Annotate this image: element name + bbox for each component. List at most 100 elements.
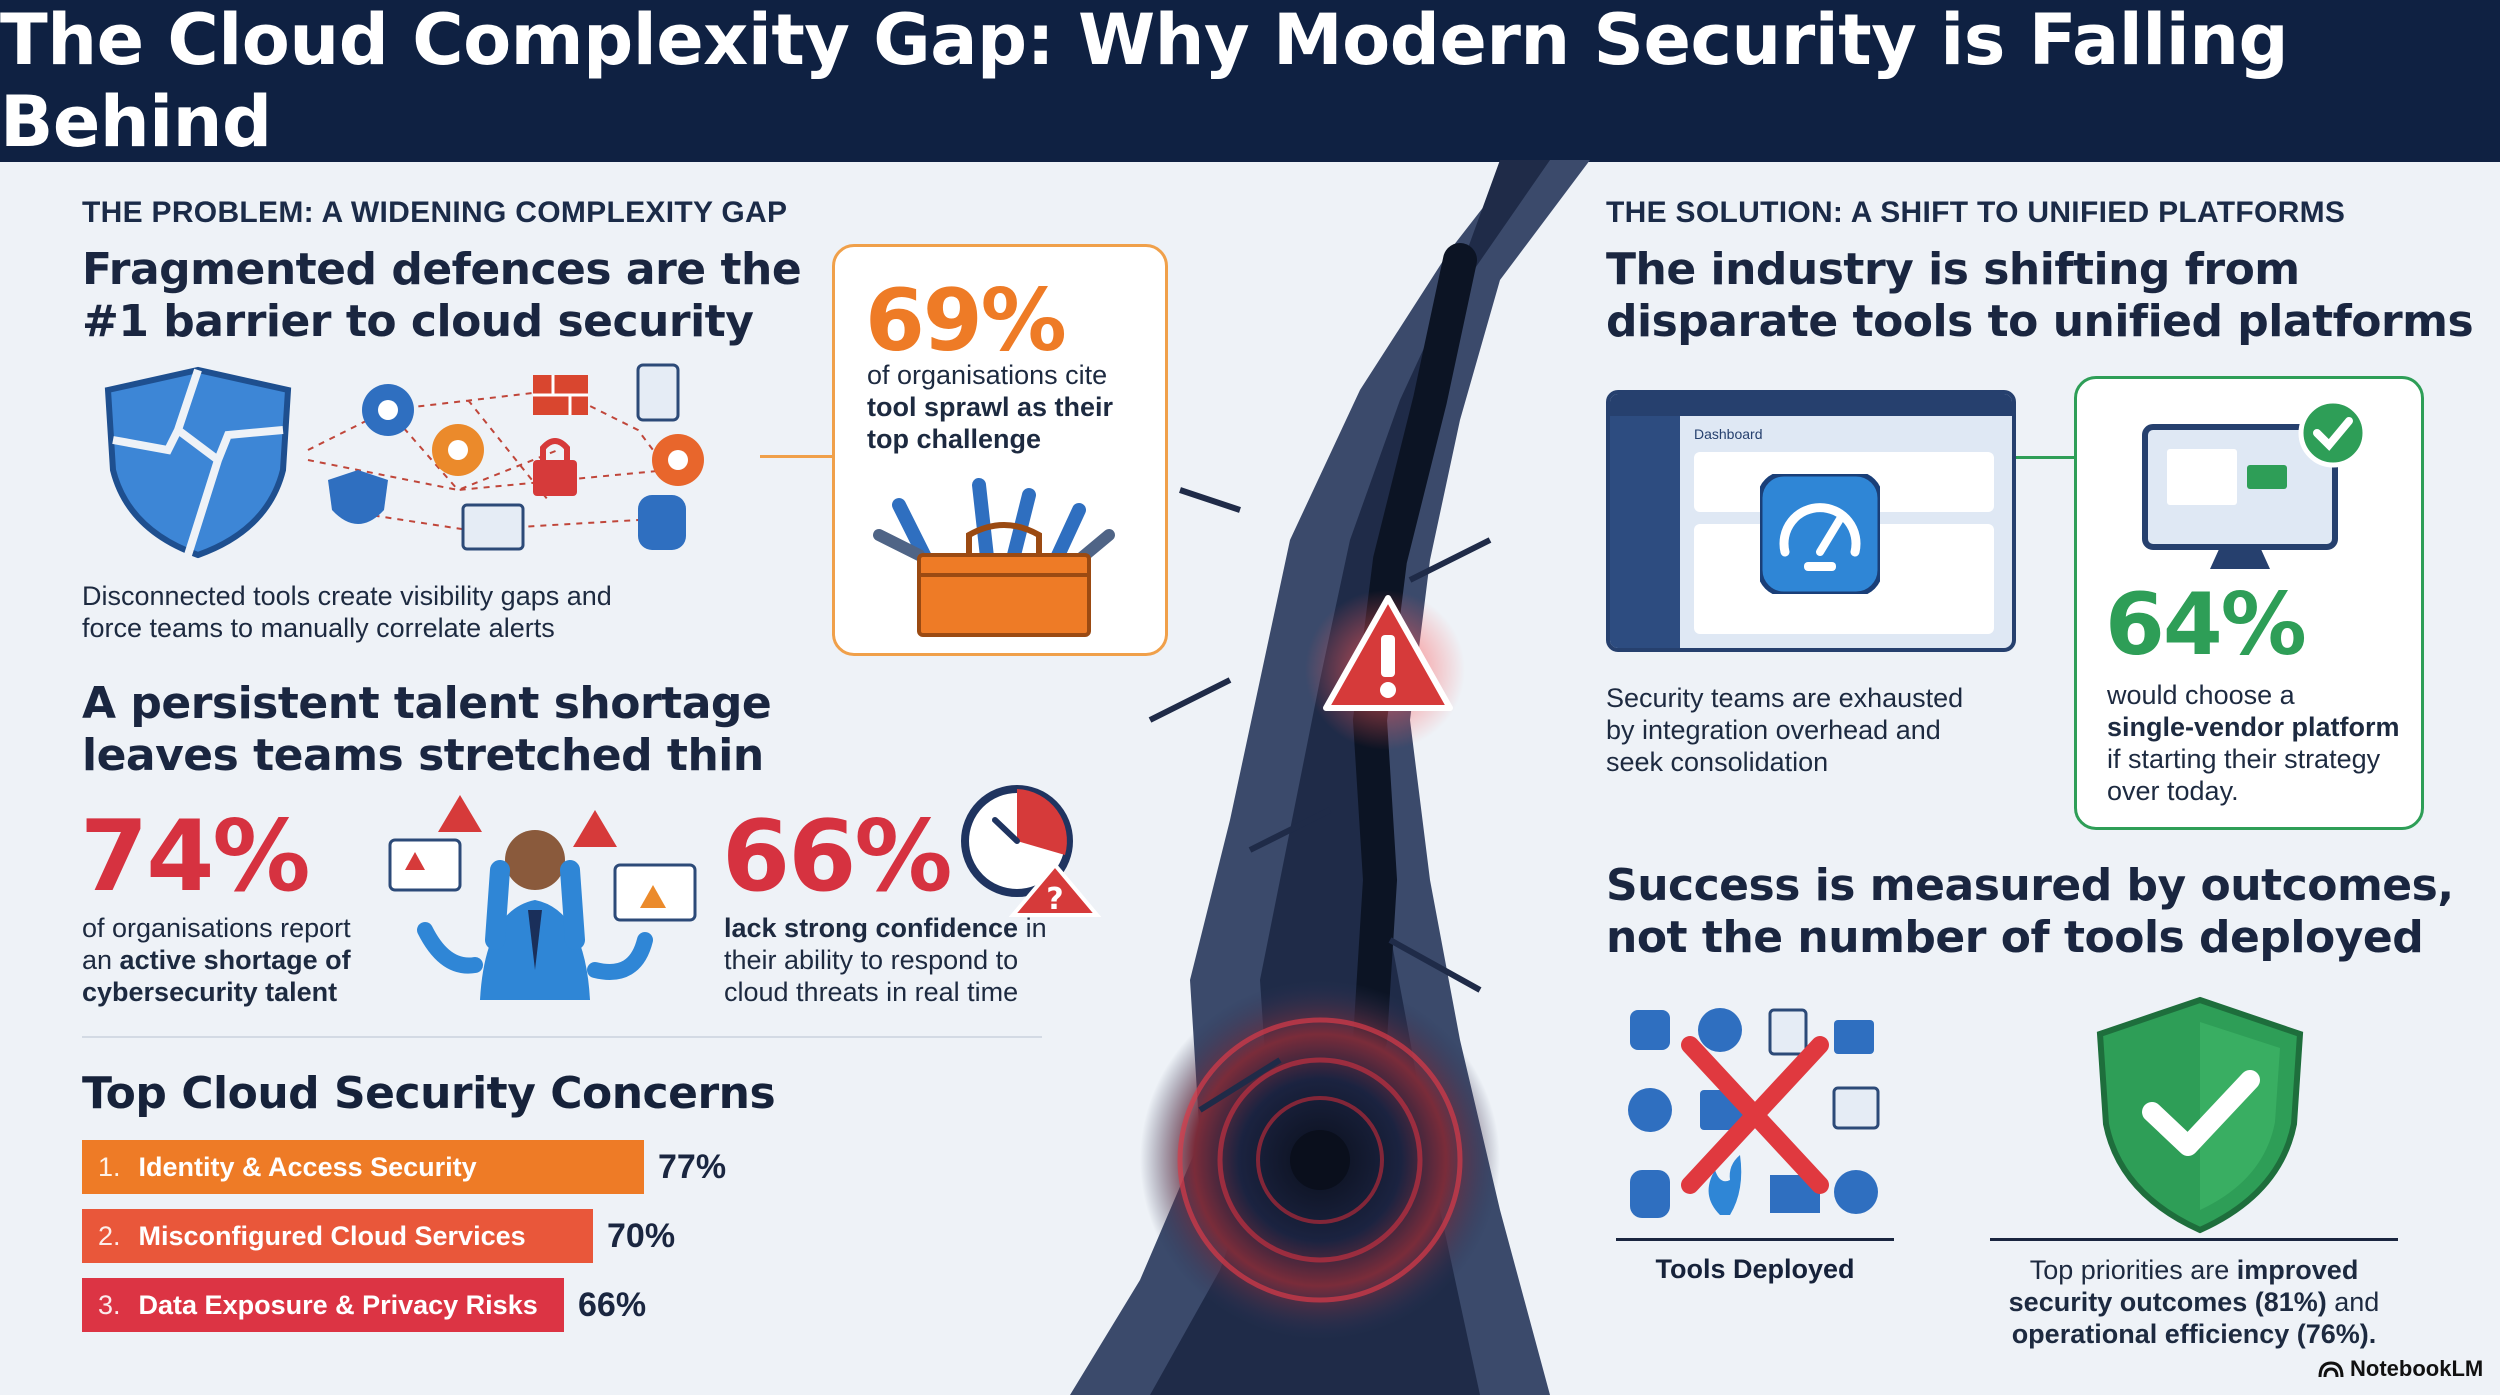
- concern-percent: 77%: [658, 1147, 727, 1186]
- single-vendor-line1: would choose a: [2107, 680, 2295, 710]
- concern-bar: 3. Data Exposure & Privacy Risks: [82, 1278, 564, 1332]
- dashboard-caption-line1: Security teams are exhausted: [1606, 683, 1964, 713]
- concerns-bar-list: 1. Identity & Access Security 77% 2. Misconf…: [82, 1140, 822, 1347]
- svg-text:?: ?: [1046, 882, 1063, 917]
- concern-bar: 2. Misconfigured Cloud Services: [82, 1209, 593, 1263]
- talent-headline-line1: A persistent talent shortage: [82, 678, 772, 729]
- shield-check-icon: [2096, 996, 2304, 1234]
- single-vendor-text: would choose a single-vendor platform if…: [2107, 679, 2400, 807]
- priorities-line1: Top priorities are improved: [1990, 1254, 2398, 1286]
- tool-sprawl-text: of organisations cite tool sprawl as the…: [867, 359, 1113, 455]
- priorities-text: Top priorities are improved security out…: [1990, 1254, 2398, 1350]
- title-banner: The Cloud Complexity Gap: Why Modern Sec…: [0, 0, 2500, 163]
- fragmented-caption-line1: Disconnected tools create visibility gap…: [82, 581, 612, 611]
- priorities-line1-pre: Top priorities are: [2029, 1255, 2237, 1285]
- gear-icon-orange: [432, 424, 484, 476]
- talent-shortage-stat: 74%: [80, 800, 311, 914]
- concern-bar: 1. Identity & Access Security: [82, 1140, 644, 1194]
- concern-row: 3. Data Exposure & Privacy Risks 66%: [82, 1278, 822, 1332]
- gear-icon: [362, 384, 414, 436]
- confidence-stat: 66%: [722, 800, 953, 914]
- talent-headline: A persistent talent shortage leaves team…: [82, 678, 772, 782]
- notebooklm-logo: NotebookLM: [2318, 1356, 2483, 1382]
- outcomes-headline-line1: Success is measured by outcomes,: [1606, 860, 2454, 911]
- fragmented-headline-line2: #1 barrier to cloud security: [82, 296, 754, 347]
- concern-percent: 70%: [607, 1216, 676, 1255]
- outcomes-headline: Success is measured by outcomes, not the…: [1606, 860, 2454, 964]
- confidence-line1: lack strong confidence in: [724, 912, 1047, 944]
- connector-line-green: [2016, 456, 2076, 459]
- brand-name: NotebookLM: [2350, 1356, 2484, 1381]
- firewall-icon: [533, 375, 588, 415]
- broken-shield-icon: [104, 366, 292, 559]
- concern-rank: 3.: [98, 1289, 121, 1320]
- talent-shortage-line2: an active shortage of: [82, 944, 351, 976]
- outcomes-headline-line2: not the number of tools deployed: [1606, 912, 2424, 963]
- concern-percent: 66%: [578, 1285, 647, 1324]
- priorities-line2: security outcomes (81%) and: [1990, 1286, 2398, 1318]
- concern-row: 1. Identity & Access Security 77%: [82, 1140, 822, 1194]
- speedometer-icon: [1760, 474, 1880, 594]
- single-vendor-stat: 64%: [2105, 575, 2307, 675]
- confidence-line3: cloud threats in real time: [724, 977, 1019, 1007]
- tool-sprawl-card: 69% of organisations cite tool sprawl as…: [832, 244, 1168, 656]
- database-icon: [638, 495, 686, 550]
- priorities-underline: [1990, 1238, 2398, 1241]
- dashboard-label: Dashboard: [1694, 426, 1763, 442]
- fragmented-caption-line2: force teams to manually correlate alerts: [82, 613, 555, 643]
- monitor-check-icon: [2142, 398, 2365, 569]
- tool-sprawl-line1: of organisations cite: [867, 360, 1108, 390]
- tool-sprawl-line3: top challenge: [867, 424, 1042, 454]
- talent-shortage-line3: cybersecurity talent: [82, 977, 338, 1007]
- fragmented-caption: Disconnected tools create visibility gap…: [82, 580, 612, 644]
- concern-label: Data Exposure & Privacy Risks: [138, 1289, 538, 1320]
- dashboard-titlebar: [1610, 394, 2012, 416]
- priorities-line2-post: and: [2326, 1287, 2380, 1317]
- solution-kicker: THE SOLUTION: A SHIFT TO UNIFIED PLATFOR…: [1606, 196, 2346, 229]
- notebooklm-icon: [2318, 1361, 2344, 1378]
- dashboard-sidebar: [1610, 416, 1680, 648]
- tool-sprawl-line2: tool sprawl as their: [867, 392, 1114, 422]
- tool-sprawl-stat: 69%: [865, 271, 1067, 371]
- concerns-title: Top Cloud Security Concerns: [82, 1068, 776, 1119]
- dashboard-caption-line3: seek consolidation: [1606, 747, 1829, 777]
- solution-headline-line2: disparate tools to unified platforms: [1606, 296, 2474, 347]
- browser-icon: [461, 503, 525, 551]
- talent-headline-line2: leaves teams stretched thin: [82, 730, 764, 781]
- confidence-text: lack strong confidence in their ability …: [724, 912, 1047, 1008]
- tools-deployed-label: Tools Deployed: [1655, 1254, 1855, 1284]
- dashboard-caption-line2: by integration overhead and: [1606, 715, 1941, 745]
- dashboard-caption: Security teams are exhausted by integrat…: [1606, 682, 1963, 778]
- single-vendor-line2: single-vendor platform: [2107, 712, 2400, 742]
- single-vendor-line3: if starting their strategy: [2107, 744, 2381, 774]
- clock-warning-icon: ?: [961, 785, 1102, 917]
- connector-line: [760, 455, 832, 458]
- priorities-line3: operational efficiency (76%).: [2011, 1319, 2377, 1349]
- solution-headline-line1: The industry is shifting from: [1606, 244, 2300, 295]
- fragmented-headline: Fragmented defences are the #1 barrier t…: [82, 244, 802, 348]
- shield-lock-icon: [328, 470, 388, 524]
- fragmented-headline-line1: Fragmented defences are the: [82, 244, 802, 295]
- talent-shortage-line2-pre: an: [82, 945, 120, 975]
- confidence-line1-post: in: [1018, 913, 1047, 943]
- section-divider: [82, 1036, 1042, 1038]
- lock-icon: [533, 438, 577, 496]
- concern-row: 2. Misconfigured Cloud Services 70%: [82, 1209, 822, 1263]
- concern-rank: 2.: [98, 1220, 121, 1251]
- concern-rank: 1.: [98, 1151, 121, 1182]
- single-vendor-line4: over today.: [2107, 776, 2239, 806]
- tools-deployed-grid-illustration: [1628, 1008, 1880, 1218]
- fragmented-tools-network-illustration: [104, 363, 704, 559]
- page-title: The Cloud Complexity Gap: Why Modern Sec…: [0, 0, 2289, 163]
- talent-shortage-text: of organisations report an active shorta…: [82, 912, 351, 1008]
- concern-label: Misconfigured Cloud Services: [138, 1220, 526, 1251]
- talent-shortage-line1: of organisations report: [82, 913, 351, 943]
- server-icon: [636, 363, 680, 422]
- concern-label: Identity & Access Security: [138, 1151, 477, 1182]
- confidence-line2: their ability to respond to: [724, 945, 1019, 975]
- dashboard-mockup: Dashboard: [1606, 390, 2016, 652]
- priorities-line1-bold: improved: [2236, 1255, 2359, 1285]
- tools-underline: [1616, 1238, 1894, 1241]
- talent-shortage-line2-bold: active shortage of: [119, 945, 351, 975]
- priorities-line2-bold: security outcomes (81%): [2008, 1287, 2327, 1317]
